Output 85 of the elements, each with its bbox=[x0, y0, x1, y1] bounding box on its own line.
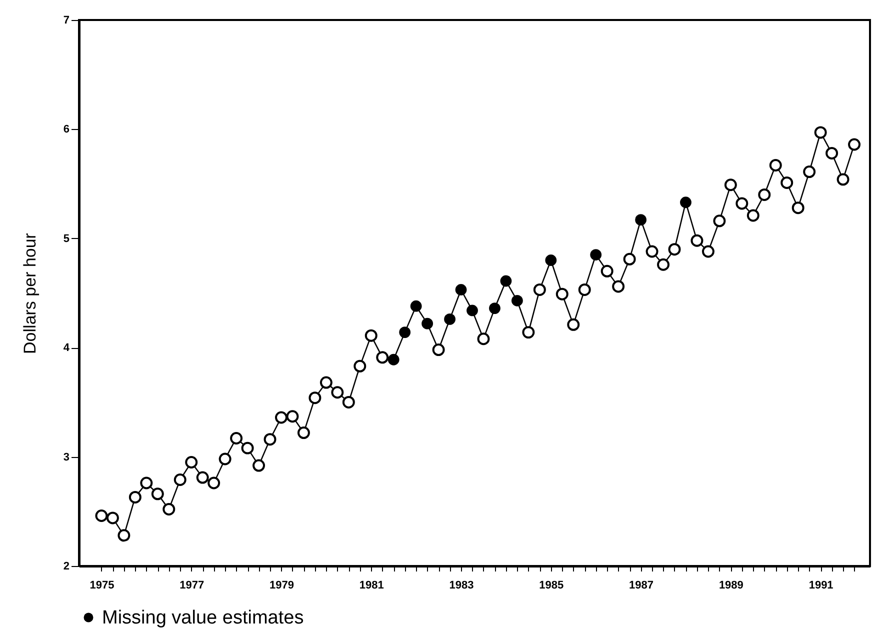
point bbox=[241, 442, 254, 454]
point bbox=[208, 476, 220, 490]
x-tick-label: 1975 bbox=[90, 580, 114, 592]
point bbox=[690, 234, 704, 247]
point bbox=[758, 188, 771, 201]
point bbox=[331, 386, 344, 399]
point bbox=[612, 280, 625, 293]
x-tick-label: 1979 bbox=[270, 580, 294, 592]
point bbox=[477, 332, 490, 346]
point bbox=[174, 474, 186, 486]
point bbox=[140, 476, 153, 490]
point bbox=[118, 529, 130, 542]
x-tick-label: 1977 bbox=[180, 580, 204, 592]
point bbox=[432, 344, 445, 356]
point bbox=[635, 214, 646, 226]
legend-label: Missing value estimates bbox=[102, 608, 304, 628]
point bbox=[500, 275, 512, 287]
point bbox=[567, 318, 580, 331]
point bbox=[657, 258, 670, 271]
point bbox=[275, 411, 288, 424]
point bbox=[466, 304, 478, 316]
y-axis-title: Dollars per hour bbox=[20, 232, 40, 354]
y-tick-label: 2 bbox=[63, 560, 70, 572]
point bbox=[354, 360, 366, 372]
point bbox=[836, 173, 850, 186]
point bbox=[230, 432, 243, 444]
point bbox=[218, 452, 232, 466]
y-tick-label: 5 bbox=[63, 232, 70, 245]
point bbox=[128, 490, 142, 504]
point bbox=[410, 300, 422, 312]
point bbox=[364, 329, 378, 342]
point bbox=[826, 146, 838, 160]
y-tick-label: 3 bbox=[63, 451, 70, 464]
point bbox=[713, 214, 726, 228]
x-tick-label: 1989 bbox=[718, 580, 744, 592]
x-tick-label: 1981 bbox=[359, 580, 384, 592]
point bbox=[792, 202, 804, 214]
point bbox=[646, 245, 658, 258]
point bbox=[545, 254, 557, 266]
point bbox=[422, 318, 434, 330]
point bbox=[590, 249, 602, 260]
point bbox=[320, 376, 332, 389]
point bbox=[511, 294, 523, 306]
x-tick-label: 1985 bbox=[539, 580, 564, 592]
y-tick-label: 7 bbox=[63, 14, 70, 26]
y-tick-label: 4 bbox=[63, 342, 70, 354]
point bbox=[702, 245, 714, 258]
point bbox=[455, 284, 467, 296]
point bbox=[264, 433, 276, 446]
point bbox=[489, 302, 500, 314]
point bbox=[252, 459, 266, 472]
point bbox=[623, 252, 636, 266]
point bbox=[578, 283, 591, 296]
point bbox=[556, 288, 568, 300]
point bbox=[769, 159, 782, 172]
point bbox=[162, 502, 176, 516]
point bbox=[680, 196, 692, 208]
point bbox=[308, 392, 322, 404]
point bbox=[444, 314, 456, 325]
point bbox=[399, 326, 411, 338]
point bbox=[668, 243, 681, 256]
point bbox=[533, 283, 546, 296]
point bbox=[185, 456, 198, 468]
point bbox=[746, 209, 760, 222]
x-tick-label: 1991 bbox=[808, 580, 834, 592]
point bbox=[196, 471, 209, 484]
x-tick-label: 1987 bbox=[629, 580, 654, 592]
point bbox=[724, 178, 737, 192]
point bbox=[600, 264, 614, 278]
point bbox=[388, 354, 400, 366]
point bbox=[780, 176, 794, 189]
point bbox=[106, 512, 119, 524]
point bbox=[286, 410, 299, 423]
point bbox=[814, 126, 827, 139]
point bbox=[151, 488, 164, 500]
point bbox=[342, 396, 355, 408]
point bbox=[297, 426, 310, 440]
point bbox=[803, 166, 816, 178]
x-tick-label: 1983 bbox=[449, 580, 474, 592]
point bbox=[848, 138, 861, 151]
point bbox=[522, 326, 535, 339]
point bbox=[376, 351, 389, 364]
point bbox=[736, 197, 748, 210]
y-tick-label: 6 bbox=[63, 124, 70, 136]
point bbox=[95, 510, 108, 522]
